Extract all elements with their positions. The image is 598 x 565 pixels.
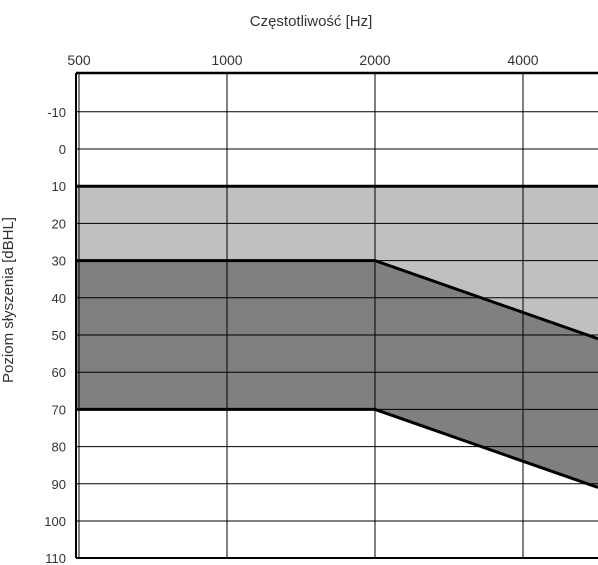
y-tick-label-0: 0 — [59, 142, 66, 157]
x-tick-label-2000: 2000 — [359, 52, 390, 68]
y-tick-label-20: 20 — [52, 216, 66, 231]
y-tick-label-60: 60 — [52, 365, 66, 380]
y-tick-label-90: 90 — [52, 477, 66, 492]
band-area-2 — [76, 260, 598, 488]
y-tick-label-80: 80 — [52, 440, 66, 455]
y-tick-labels: -10 0 10 20 30 40 50 60 70 80 90 100 110 — [44, 105, 66, 565]
x-tick-label-1000: 1000 — [211, 52, 242, 68]
y-axis-title: Poziom słyszenia [dBHL] — [0, 217, 17, 383]
y-tick-label--10: -10 — [47, 105, 66, 120]
x-tick-label-500: 500 — [67, 52, 91, 68]
y-tick-label-30: 30 — [52, 254, 66, 269]
y-tick-label-70: 70 — [52, 402, 66, 417]
x-tick-labels: 25050010002000400060008000 — [67, 52, 538, 68]
band-outlines — [76, 184, 598, 489]
y-tick-label-10: 10 — [52, 179, 66, 194]
band-area-1 — [76, 186, 598, 339]
y-tick-label-100: 100 — [44, 514, 66, 529]
hearing-loss-bands — [76, 186, 598, 488]
x-tick-label-4000: 4000 — [507, 52, 538, 68]
y-tick-label-110: 110 — [45, 551, 66, 565]
band-boundary-line-3 — [76, 407, 598, 489]
band-boundary-line-2 — [76, 259, 598, 341]
y-tick-label-50: 50 — [52, 328, 66, 343]
x-axis-title: Częstotliwość [Hz] — [250, 13, 373, 30]
y-tick-label-40: 40 — [52, 291, 66, 306]
